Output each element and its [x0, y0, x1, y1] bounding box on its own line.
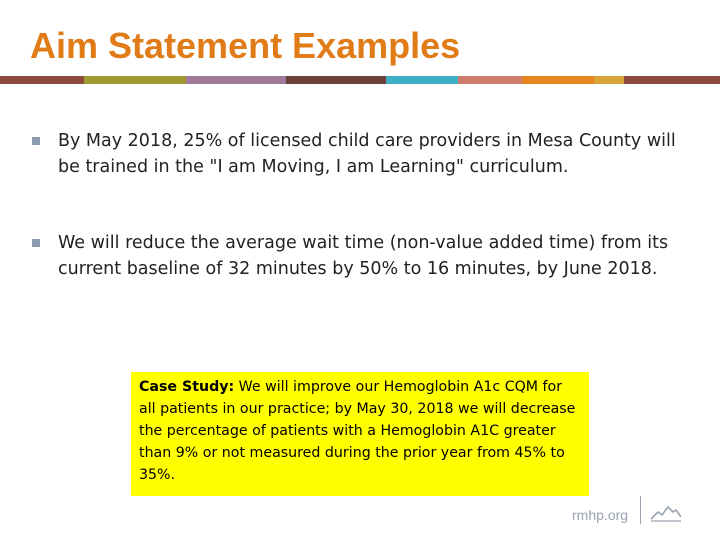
stripe-segment [0, 76, 84, 84]
slide-title: Aim Statement Examples [30, 25, 461, 66]
stripe-segment [624, 76, 720, 84]
stripe-segment [286, 76, 386, 84]
stripe-segment [458, 76, 522, 84]
mountain-icon [650, 506, 682, 522]
stripe-segment [186, 76, 286, 84]
color-stripe [0, 76, 720, 84]
square-bullet-icon [32, 137, 40, 145]
case-study-text: We will improve our Hemoglobin A1c CQM f… [139, 379, 576, 483]
case-study-label: Case Study: [139, 379, 235, 395]
bullet-item: We will reduce the average wait time (no… [32, 230, 682, 282]
bullet-text: We will reduce the average wait time (no… [58, 233, 669, 279]
bullet-text: By May 2018, 25% of licensed child care … [58, 131, 676, 177]
stripe-segment [84, 76, 186, 84]
stripe-segment [522, 76, 594, 84]
square-bullet-icon [32, 239, 40, 247]
footer-divider [640, 496, 641, 524]
bullet-item: By May 2018, 25% of licensed child care … [32, 128, 682, 180]
footer-website: rmhp.org [572, 507, 629, 523]
mountain-snow [664, 506, 672, 512]
stripe-segment [594, 76, 624, 84]
case-study-box: Case Study: We will improve our Hemoglob… [131, 372, 589, 496]
stripe-segment [386, 76, 458, 84]
bullet-list: By May 2018, 25% of licensed child care … [32, 128, 682, 332]
